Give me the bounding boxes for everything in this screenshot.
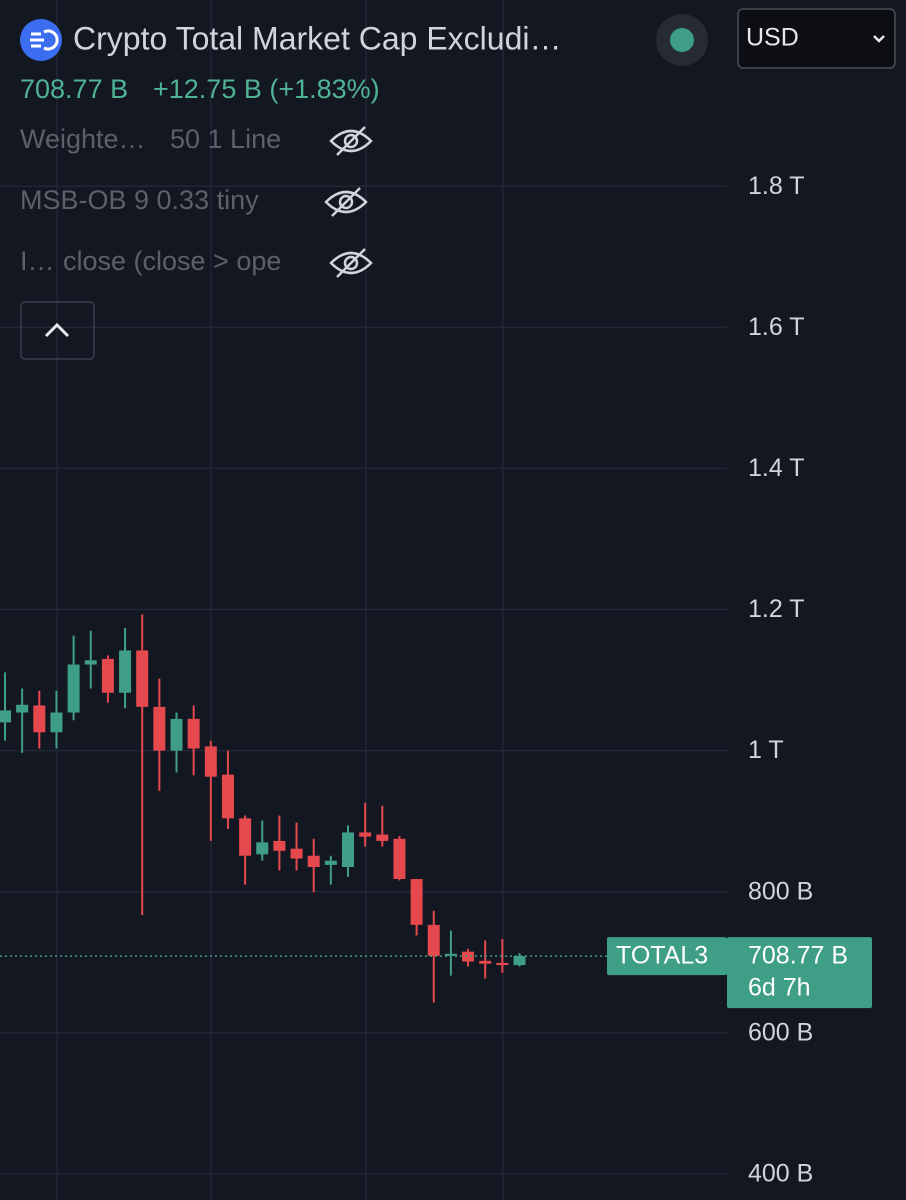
logo-glyph [30,29,59,51]
hidden-eye-icon[interactable] [324,187,368,217]
y-tick-label: 1.6 T [748,313,805,341]
candle-body [513,956,526,966]
indicator-name: I… [20,246,55,276]
candle-body [427,924,440,956]
price-line-group: TOTAL3 708.77 B 6d 7h [0,937,872,1009]
indicator-name: MSB-OB 9 0.33 tiny [20,185,259,215]
candle-body [290,848,303,859]
hidden-eye-icon[interactable] [329,248,373,278]
candle-body [324,860,337,865]
candle-body [376,834,389,841]
y-tick-label: 1 T [748,736,784,764]
currency-select[interactable] [737,8,896,69]
hidden-eye-icon[interactable] [329,126,373,156]
candle-body [33,705,46,733]
y-tick-label: 1.4 T [748,454,805,482]
candle-body [239,818,252,856]
symbol-tag [607,937,727,976]
candle-body [307,855,320,868]
last-price: 708.77 B [20,74,128,104]
candle-body [342,832,354,868]
candle-body [16,704,29,713]
market-status-dot [670,28,694,52]
candle-body [256,842,269,855]
candle-body [479,960,492,964]
candle-body [444,953,457,956]
y-tick-label: 400 B [748,1160,813,1188]
candle-body [153,706,166,751]
candle-body [496,962,509,966]
collapse-button[interactable] [20,301,95,360]
y-tick-label: 600 B [748,1018,813,1046]
candle-body [221,774,234,819]
candle-body [119,650,132,693]
countdown-label: 6d 7h [748,974,811,1002]
candle-body [393,838,406,880]
candle-body [0,710,11,723]
y-tick-label: 800 B [748,877,813,905]
candle-body [462,951,475,962]
candle-body [204,746,217,777]
candle-body [101,658,114,693]
y-tick-label: 1.2 T [748,595,805,623]
indicator-params: 50 1 Line [170,124,281,154]
y-tick-label: 1.8 T [748,172,805,200]
symbol-title[interactable]: Crypto Total Market Cap Excludi… [73,20,561,56]
price-tag [727,937,872,1009]
candle-body [359,832,372,837]
indicator-name: Weighte… [20,124,146,154]
grid [0,0,727,1200]
candle-body [84,660,97,665]
candle-body [187,718,200,749]
indicator-params: close (close > ope [63,246,281,276]
indicator-row: Weighte… 50 1 Line [20,124,281,154]
symbol-tag-label: TOTAL3 [616,942,708,970]
currency-label: USD [746,24,799,52]
candle-body [170,718,183,751]
dropdown-chevron [873,35,885,43]
visibility-icons [324,126,373,278]
price-tag-label: 708.77 B [748,942,848,970]
candle-body [410,879,423,925]
candle-body [50,712,63,733]
candles [0,614,526,1003]
price-change: +12.75 B (+1.83%) [153,74,380,104]
chevron-up [44,322,70,338]
candle-body [67,664,80,713]
indicator-row: I… close (close > ope [20,246,281,276]
candle-body [136,650,149,707]
candle-body [273,840,286,851]
